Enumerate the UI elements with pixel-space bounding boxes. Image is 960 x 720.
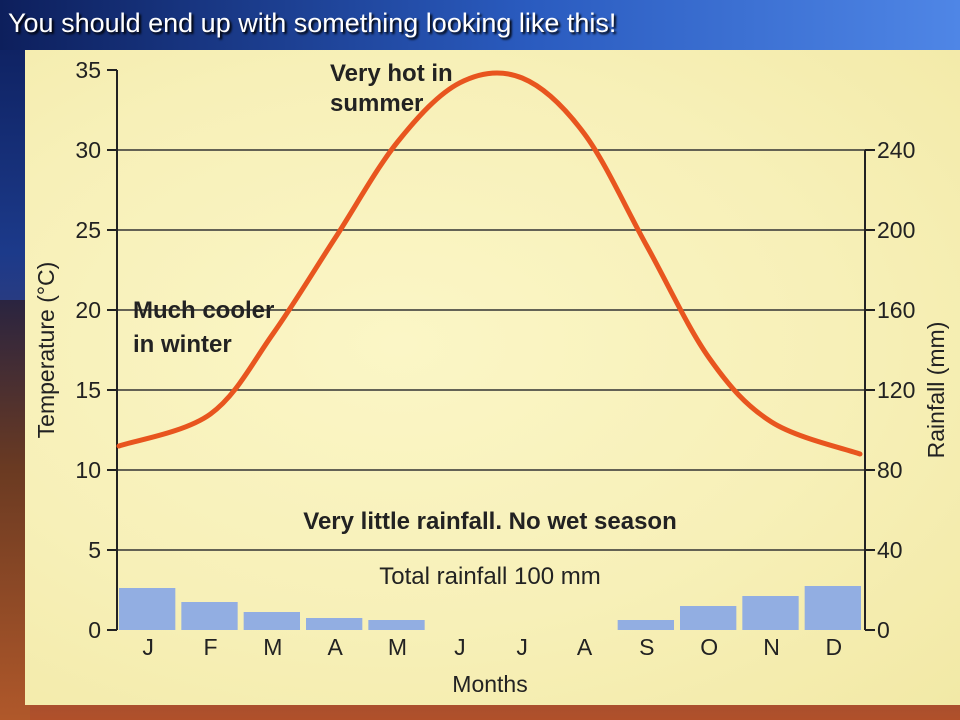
month-label: N: [763, 634, 780, 660]
rainfall-bars: [119, 586, 861, 630]
rainfall-bar: [181, 602, 238, 630]
month-label: J: [516, 634, 528, 660]
chart-paper: [25, 50, 960, 705]
rainfall-tick-label: 120: [877, 377, 915, 403]
rainfall-tick-label: 160: [877, 297, 915, 323]
title-band: [0, 0, 960, 50]
y-axis-label-temperature: Temperature (°C): [33, 262, 59, 439]
temperature-tick-label: 25: [75, 217, 101, 243]
rainfall-bar: [804, 586, 861, 630]
rainfall-tick-label: 40: [877, 537, 903, 563]
month-label: M: [388, 634, 407, 660]
rainfall-ticks: 0 40 80 120 160 200 240: [865, 137, 915, 643]
x-axis-label: Months: [452, 671, 527, 697]
rainfall-bar: [680, 606, 737, 630]
month-label: S: [639, 634, 654, 660]
month-label: O: [700, 634, 718, 660]
month-label: J: [454, 634, 466, 660]
rainfall-bar: [243, 612, 300, 630]
rainfall-tick-label: 0: [877, 617, 890, 643]
rainfall-bar: [306, 618, 363, 630]
rainfall-tick-label: 200: [877, 217, 915, 243]
temperature-tick-label: 30: [75, 137, 101, 163]
month-label: M: [263, 634, 282, 660]
month-label: D: [826, 634, 843, 660]
grid-lines: [117, 149, 865, 551]
temperature-tick-label: 20: [75, 297, 101, 323]
temperature-tick-label: 10: [75, 457, 101, 483]
rainfall-bar: [617, 620, 674, 630]
annotation-summer-line2: summer: [330, 90, 423, 117]
y-axis-label-rainfall: Rainfall (mm): [923, 322, 949, 459]
month-label: A: [577, 634, 593, 660]
temperature-tick-label: 0: [88, 617, 101, 643]
month-label: J: [142, 634, 154, 660]
annotation-winter-line1: Much cooler: [133, 297, 274, 324]
temperature-ticks: 0 5 10 15 20 25 30 35: [75, 57, 117, 643]
annotation-total-rainfall: Total rainfall 100 mm: [379, 563, 600, 590]
temperature-line: [116, 70, 863, 457]
month-label: A: [327, 634, 343, 660]
temperature-tick-label: 35: [75, 57, 101, 83]
temperature-tick-label: 5: [88, 537, 101, 563]
annotation-summer-line1: Very hot in: [330, 60, 453, 87]
annotation-rain-note: Very little rainfall. No wet season: [303, 508, 676, 535]
rainfall-bar: [119, 588, 176, 630]
annotation-winter-line2: in winter: [133, 331, 232, 358]
rainfall-tick-label: 240: [877, 137, 915, 163]
temperature-tick-label: 15: [75, 377, 101, 403]
rainfall-tick-label: 80: [877, 457, 903, 483]
month-label: F: [203, 634, 217, 660]
rainfall-bar: [368, 620, 425, 630]
slide-title: You should end up with something looking…: [8, 8, 617, 38]
rainfall-bar: [742, 596, 799, 630]
